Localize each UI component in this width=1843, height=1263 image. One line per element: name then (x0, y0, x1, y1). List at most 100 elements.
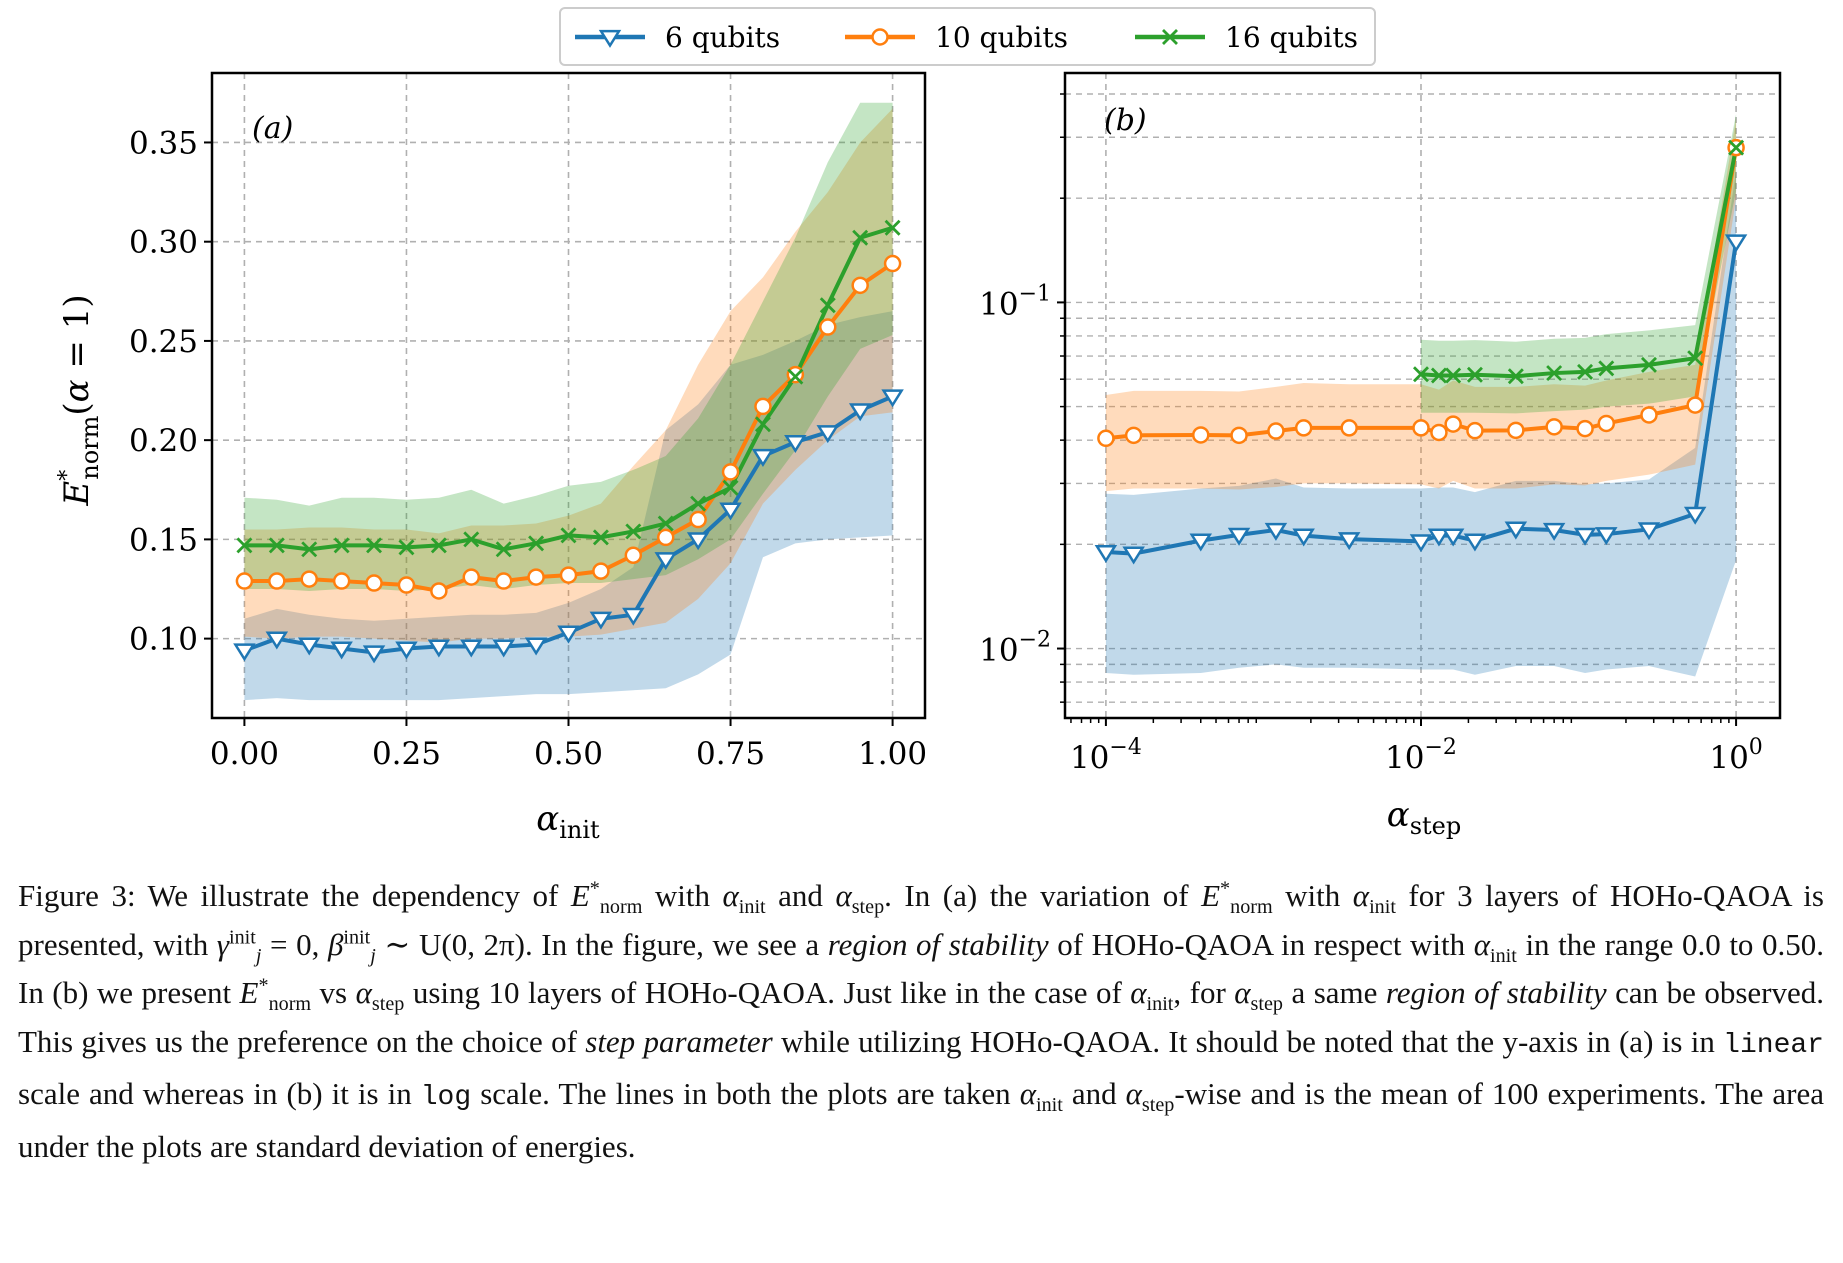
a-point-10-qubits-2 (300, 570, 318, 588)
b-point-16-qubits-7 (1598, 360, 1615, 377)
b-point-16-qubits-3 (1466, 366, 1483, 383)
a-ytick-label-5: 0.35 (129, 125, 198, 161)
panel-b-frame (1063, 71, 1782, 720)
a-ytick-label-0: 0.10 (129, 622, 198, 658)
panel-b-bands (1105, 114, 1737, 677)
b-point-6-qubits-15 (1637, 522, 1661, 541)
a-point-16-qubits-5 (398, 539, 415, 556)
a-band-6-qubits (244, 311, 893, 701)
a-point-10-qubits-19 (851, 276, 869, 295)
a-point-10-qubits-0 (235, 572, 254, 590)
b-point-6-qubits-0 (1094, 544, 1118, 563)
b-point-10-qubits-7 (1412, 419, 1430, 437)
legend: 6 qubits 10 qubits 16 qubits (559, 7, 1376, 66)
a-point-16-qubits-3 (333, 537, 350, 554)
b-point-6-qubits-13 (1573, 527, 1597, 546)
a-point-10-qubits-12 (624, 546, 643, 565)
a-point-16-qubits-12 (625, 523, 642, 540)
b-point-10-qubits-8 (1430, 423, 1448, 442)
a-point-6-qubits-17 (784, 435, 807, 454)
b-point-10-qubits-16 (1686, 396, 1704, 414)
b-ytick-label-0: 10−2 (979, 628, 1051, 669)
legend-frame (559, 7, 1376, 66)
a-point-10-qubits-1 (268, 572, 286, 590)
a-point-6-qubits-2 (297, 637, 321, 656)
b-point-6-qubits-12 (1542, 522, 1566, 541)
a-point-16-qubits-1 (268, 537, 285, 554)
a-point-16-qubits-15 (722, 479, 739, 496)
panel-a-ylabel: E*norm(α = 1) (55, 294, 104, 506)
b-point-6-qubits-14 (1595, 527, 1618, 546)
a-point-10-qubits-16 (754, 397, 772, 416)
legend-label-6-qubits: 6 qubits (665, 21, 780, 54)
legend-label-16-qubits: 16 qubits (1225, 21, 1358, 54)
panel-b-ticks: 10−4 10−2 100 10−2 10−1 (979, 93, 1763, 776)
legend-marker-6-qubits (598, 29, 622, 48)
b-point-6-qubits-9 (1441, 528, 1465, 547)
a-point-10-qubits-3 (332, 572, 351, 590)
b-point-6-qubits-7 (1409, 534, 1433, 553)
a-point-6-qubits-20 (881, 389, 904, 408)
a-point-10-qubits-18 (819, 318, 837, 336)
b-point-10-qubits-0 (1097, 429, 1115, 448)
panel-b-grid (1065, 73, 1780, 718)
b-point-6-qubits-4 (1264, 522, 1288, 541)
a-point-6-qubits-16 (751, 448, 775, 467)
a-point-6-qubits-9 (524, 637, 548, 656)
b-point-16-qubits-1 (1430, 367, 1447, 384)
a-point-16-qubits-13 (657, 515, 674, 532)
b-point-10-qubits-5 (1294, 419, 1313, 437)
b-point-10-qubits-12 (1545, 418, 1563, 436)
b-point-10-qubits-11 (1507, 421, 1525, 440)
a-xtick-label-1: 0.25 (372, 736, 441, 772)
a-point-16-qubits-2 (301, 541, 318, 558)
figure-caption: Figure 3: We illustrate the dependency o… (18, 877, 1825, 1164)
a-point-16-qubits-9 (528, 535, 545, 552)
a-point-10-qubits-7 (462, 568, 481, 586)
figure: 6 qubits 10 qubits 16 qubits 0.00 0.25 0.50 0… (55, 7, 1782, 844)
b-point-6-qubits-5 (1292, 528, 1315, 547)
legend-marker-10-qubits (871, 28, 889, 46)
a-point-16-qubits-20 (884, 219, 901, 236)
b-point-16-qubits-2 (1445, 367, 1462, 384)
a-point-6-qubits-19 (848, 403, 872, 422)
b-xtick-label-2: 100 (1709, 735, 1762, 776)
b-band-10-qubits (1105, 118, 1737, 492)
b-point-10-qubits-1 (1124, 426, 1143, 445)
panel-b-label: (b) (1104, 103, 1147, 138)
panel-a-xlabel: αinit (536, 799, 600, 844)
legend-marker-16-qubits (1162, 29, 1178, 45)
b-point-10-qubits-2 (1192, 426, 1210, 444)
a-xtick-label-0: 0.00 (210, 736, 279, 772)
a-point-16-qubits-0 (236, 537, 253, 554)
b-point-10-qubits-15 (1640, 406, 1658, 424)
b-point-6-qubits-3 (1227, 527, 1251, 546)
a-point-10-qubits-4 (365, 574, 383, 592)
a-point-6-qubits-0 (233, 643, 256, 662)
a-xtick-label-2: 0.50 (534, 736, 603, 772)
a-point-6-qubits-12 (622, 607, 645, 626)
b-point-16-qubits-5 (1546, 365, 1563, 382)
a-point-6-qubits-7 (460, 639, 483, 658)
b-point-6-qubits-2 (1189, 533, 1213, 552)
a-point-10-qubits-14 (689, 510, 707, 529)
b-point-6-qubits-8 (1427, 528, 1451, 547)
b-point-10-qubits-6 (1340, 419, 1358, 437)
b-ytick-label-1: 10−1 (979, 281, 1051, 322)
b-band-16-qubits (1420, 114, 1737, 414)
b-point-16-qubits-6 (1577, 363, 1594, 380)
a-point-16-qubits-11 (592, 529, 609, 546)
a-point-6-qubits-13 (654, 552, 677, 571)
b-point-10-qubits-9 (1444, 415, 1462, 433)
a-point-10-qubits-5 (397, 576, 416, 594)
b-point-10-qubits-13 (1576, 419, 1594, 438)
a-point-6-qubits-11 (589, 611, 613, 630)
b-point-6-qubits-17 (1724, 234, 1748, 253)
b-xtick-label-1: 10−2 (1385, 735, 1457, 776)
a-point-10-qubits-8 (494, 572, 513, 590)
a-point-10-qubits-10 (559, 566, 578, 584)
a-xtick-label-4: 1.00 (858, 736, 927, 772)
a-point-16-qubits-4 (366, 537, 383, 554)
b-point-6-qubits-10 (1463, 533, 1487, 552)
b-point-16-qubits-0 (1413, 366, 1429, 383)
